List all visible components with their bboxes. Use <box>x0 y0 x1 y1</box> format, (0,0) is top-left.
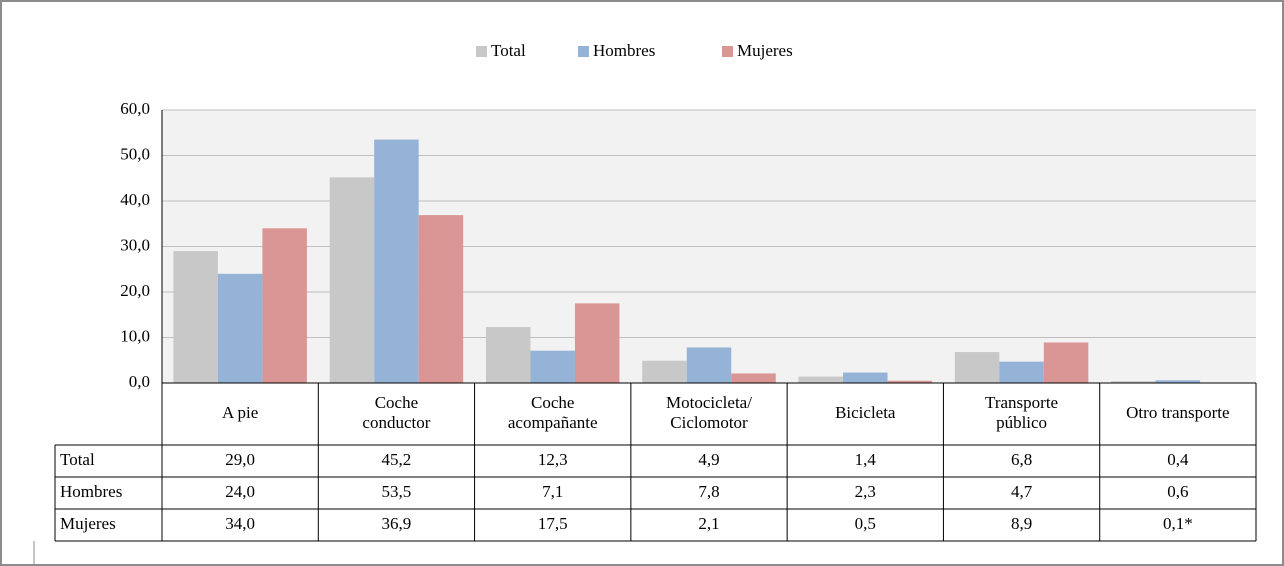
table-cell: 17,5 <box>538 514 568 533</box>
legend-swatch <box>476 46 487 57</box>
bar <box>530 350 575 383</box>
bar <box>1043 342 1089 383</box>
y-tick-label: 10,0 <box>120 326 150 345</box>
x-tick-label: Bicicleta <box>835 403 896 422</box>
x-tick-label: Otro transporte <box>1126 403 1229 422</box>
table-cell: 29,0 <box>225 450 255 469</box>
table-cell: 0,5 <box>855 514 876 533</box>
legend-label: Hombres <box>593 41 655 60</box>
table-row-label: Hombres <box>60 482 122 501</box>
y-tick-label: 40,0 <box>120 190 150 209</box>
table-cell: 45,2 <box>382 450 412 469</box>
legend-swatch <box>578 46 589 57</box>
bar <box>686 347 732 383</box>
table-cell: 24,0 <box>225 482 255 501</box>
bar <box>485 327 531 383</box>
bar <box>843 372 888 383</box>
table-cell: 0,6 <box>1167 482 1188 501</box>
bar <box>374 139 419 383</box>
table-row-label: Mujeres <box>60 514 116 533</box>
bar <box>887 380 933 383</box>
legend-label: Mujeres <box>737 41 793 60</box>
table-cell: 6,8 <box>1011 450 1032 469</box>
y-tick-label: 30,0 <box>120 235 150 254</box>
bar <box>418 215 464 383</box>
table-cell: 0,4 <box>1167 450 1189 469</box>
table-cell: 12,3 <box>538 450 568 469</box>
x-tick-label: Coche acompañante <box>508 393 598 432</box>
table-cell: 36,9 <box>382 514 412 533</box>
table-cell: 4,7 <box>1011 482 1033 501</box>
bar <box>262 228 307 383</box>
bar <box>574 303 620 383</box>
table-cell: 8,9 <box>1011 514 1032 533</box>
table-cell: 2,1 <box>698 514 719 533</box>
table-cell: 34,0 <box>225 514 255 533</box>
x-tick-label: A pie <box>222 403 258 422</box>
bar <box>329 177 375 383</box>
bar <box>954 352 1000 383</box>
table-cell: 7,8 <box>698 482 719 501</box>
table-cell: 2,3 <box>855 482 876 501</box>
bar <box>731 373 776 383</box>
bar <box>1155 380 1201 383</box>
legend-swatch <box>722 46 733 57</box>
y-tick-label: 20,0 <box>120 281 150 300</box>
table-row-label: Total <box>60 450 95 469</box>
legend-label: Total <box>491 41 526 60</box>
table-cell: 53,5 <box>382 482 412 501</box>
table-cell: 7,1 <box>542 482 563 501</box>
table-cell: 0,1* <box>1163 514 1193 533</box>
table-cell: 4,9 <box>698 450 719 469</box>
y-tick-label: 50,0 <box>120 144 150 163</box>
x-tick-label: Coche conductor <box>362 393 430 432</box>
bar <box>173 251 218 383</box>
bar <box>798 376 844 383</box>
bar <box>999 361 1044 383</box>
x-tick-label: Motocicleta/Ciclomotor <box>666 393 752 432</box>
table-cell: 1,4 <box>855 450 877 469</box>
x-tick-label: Transporte público <box>985 393 1058 432</box>
y-tick-label: 0,0 <box>129 372 150 391</box>
bar <box>217 273 263 383</box>
y-tick-label: 60,0 <box>120 99 150 118</box>
bar <box>642 360 687 383</box>
bar <box>1111 381 1156 383</box>
